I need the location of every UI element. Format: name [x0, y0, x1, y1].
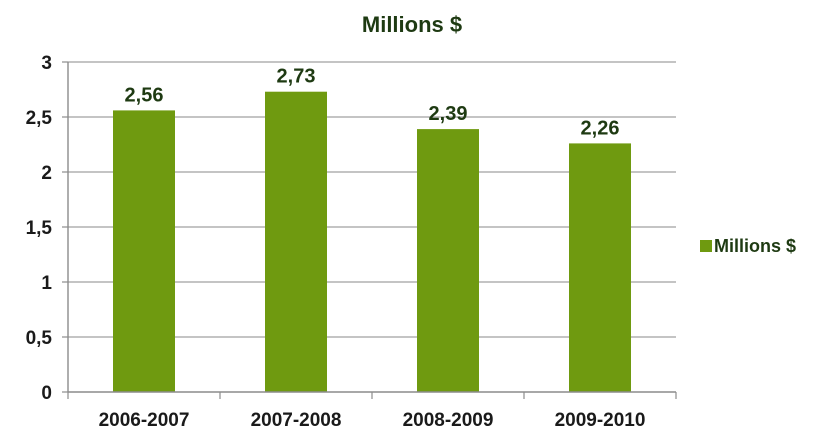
chart-title: Millions $ [362, 12, 462, 37]
legend-label: Millions $ [714, 236, 796, 256]
data-label: 2,73 [277, 66, 316, 88]
x-tick-label: 2007-2008 [251, 410, 342, 431]
y-tick-label: 0 [41, 383, 52, 404]
y-tick-label: 2 [41, 163, 52, 184]
data-labels: 2,56 2,73 2,39 2,26 [125, 66, 620, 140]
y-tick-label: 2,5 [26, 108, 53, 129]
y-tick-label: 0,5 [26, 328, 53, 349]
y-tick-label: 3 [41, 53, 52, 74]
bar [569, 143, 631, 392]
data-label: 2,56 [125, 84, 164, 106]
x-axis-ticks: 2006-2007 2007-2008 2008-2009 2009-2010 [67, 392, 677, 431]
legend: Millions $ [700, 236, 796, 256]
y-tick-label: 1,5 [26, 218, 53, 239]
x-tick-label: 2008-2009 [403, 410, 494, 431]
y-axis-ticks: 0 0,5 1 1,5 2 2,5 3 [26, 53, 68, 404]
x-tick-label: 2006-2007 [99, 410, 190, 431]
legend-swatch [700, 240, 712, 252]
bar [113, 110, 175, 393]
data-label: 2,26 [581, 117, 620, 139]
bars [113, 91, 631, 393]
x-tick-label: 2009-2010 [555, 410, 646, 431]
bar [265, 91, 327, 392]
bar [417, 129, 479, 392]
data-label: 2,39 [429, 103, 468, 125]
y-tick-label: 1 [41, 273, 52, 294]
